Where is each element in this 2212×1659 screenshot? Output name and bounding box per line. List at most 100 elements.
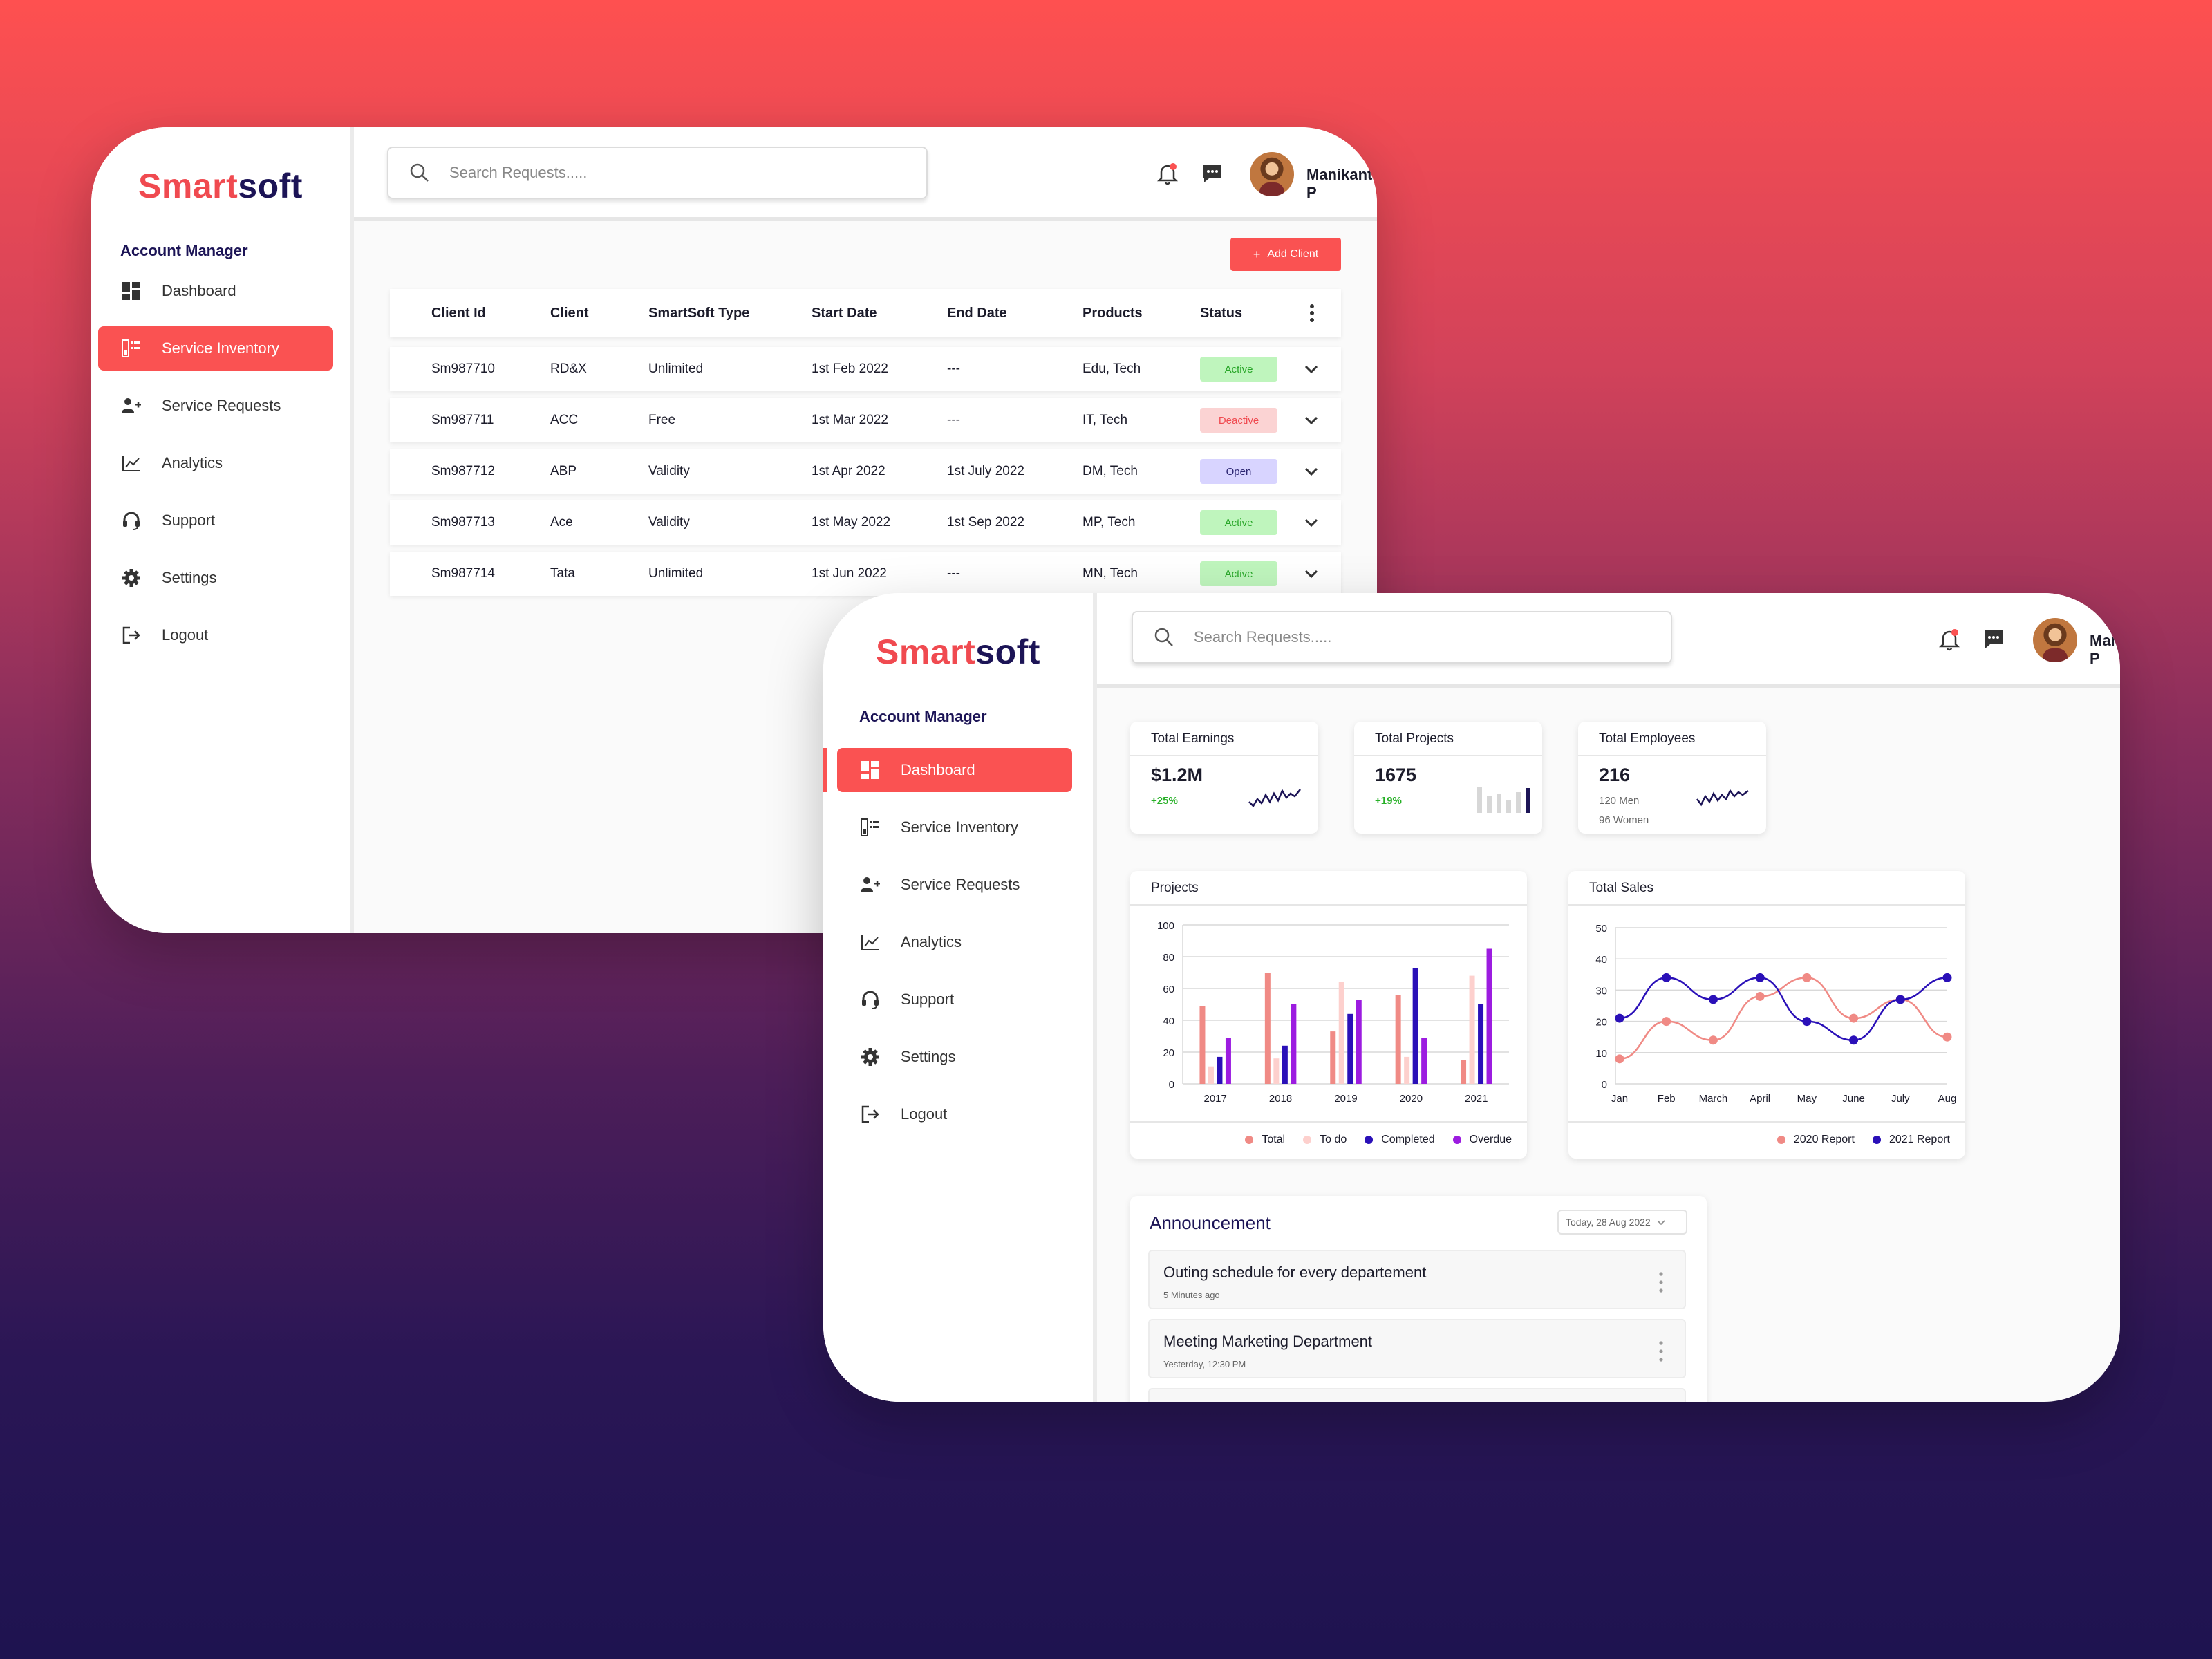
chevron-down-icon[interactable] <box>1302 347 1320 391</box>
table-row[interactable]: Sm987713 Ace Validity 1st May 2022 1st S… <box>390 500 1341 545</box>
column-header-client-id[interactable]: Client Id <box>431 305 486 321</box>
search-bar[interactable] <box>1132 611 1672 664</box>
card-divider <box>1130 1121 1527 1123</box>
column-header-end-date[interactable]: End Date <box>947 305 1007 321</box>
chat-icon[interactable] <box>1982 628 2005 651</box>
cell-client: RD&X <box>550 362 587 376</box>
cell-type: Validity <box>648 515 690 529</box>
column-header-client[interactable]: Client <box>550 305 589 321</box>
table-row[interactable]: Sm987714 Tata Unlimited 1st Jun 2022 ---… <box>390 552 1341 596</box>
bar-to-do <box>1469 975 1475 1084</box>
notification-bell-icon[interactable] <box>1938 628 1961 651</box>
date-filter-select[interactable]: Today, 28 Aug 2022 <box>1557 1210 1687 1235</box>
sidebar: Smartsoft Account Manager Dashboard Serv… <box>823 593 1097 1402</box>
brand-logo[interactable]: Smartsoft <box>91 166 350 206</box>
logo-part-smart: Smart <box>876 632 976 671</box>
sidebar-item-support[interactable]: Support <box>837 977 1072 1022</box>
table-row[interactable]: Sm987710 RD&X Unlimited 1st Feb 2022 ---… <box>390 347 1341 391</box>
more-options-icon[interactable] <box>1658 1340 1664 1363</box>
sidebar-item-dashboard[interactable]: Dashboard <box>98 269 333 313</box>
legend-item-completed[interactable]: Completed <box>1365 1134 1435 1146</box>
table-row[interactable]: Sm987711 ACC Free 1st Mar 2022 --- IT, T… <box>390 398 1341 442</box>
stat-change: +25% <box>1151 795 1178 807</box>
avatar[interactable] <box>1250 152 1294 196</box>
notification-bell-icon[interactable] <box>1156 162 1179 185</box>
stat-card-total-employees[interactable]: Total Employees 216 120 Men 96 Women <box>1578 722 1766 834</box>
announcement-item[interactable]: Outing schedule for every departement 5 … <box>1148 1250 1686 1309</box>
point-2020-report <box>1849 1013 1859 1023</box>
cell-start-date: 1st Mar 2022 <box>812 413 888 427</box>
cell-start-date: 1st Jun 2022 <box>812 566 887 581</box>
brand-logo[interactable]: Smartsoft <box>823 632 1093 672</box>
table-row[interactable]: Sm987712 ABP Validity 1st Apr 2022 1st J… <box>390 449 1341 494</box>
gear-icon <box>859 1046 881 1068</box>
sidebar-item-label: Support <box>162 512 216 529</box>
bar-total <box>1461 1060 1467 1084</box>
sidebar-item-analytics[interactable]: Analytics <box>98 441 333 485</box>
sidebar-item-logout[interactable]: Logout <box>98 613 333 657</box>
sidebar-item-service-inventory[interactable]: Service Inventory <box>98 326 333 371</box>
sidebar-item-analytics[interactable]: Analytics <box>837 920 1072 964</box>
user-name: Manikanta P <box>2090 632 2120 667</box>
chevron-down-icon[interactable] <box>1302 398 1320 442</box>
add-client-button[interactable]: + Add Client <box>1230 238 1341 271</box>
logo-part-soft: soft <box>975 632 1040 671</box>
announcement-item[interactable] <box>1148 1388 1686 1402</box>
avatar[interactable] <box>2033 618 2077 662</box>
stat-card-total-projects[interactable]: Total Projects 1675 +19% <box>1354 722 1542 834</box>
legend-item-2021-report[interactable]: 2021 Report <box>1872 1134 1950 1146</box>
stat-card-total-earnings[interactable]: Total Earnings $1.2M +25% <box>1130 722 1318 834</box>
status-badge: Deactive <box>1200 408 1277 433</box>
cell-end-date: 1st July 2022 <box>947 464 1024 478</box>
chevron-down-icon[interactable] <box>1302 552 1320 596</box>
sidebar-item-support[interactable]: Support <box>98 498 333 543</box>
announcement-item-title: Meeting Marketing Department <box>1163 1333 1373 1350</box>
search-input[interactable] <box>449 164 864 182</box>
y-tick-label: 0 <box>1169 1079 1174 1091</box>
chat-icon[interactable] <box>1201 162 1224 185</box>
column-header-type[interactable]: SmartSoft Type <box>648 305 750 321</box>
sidebar-item-label: Service Inventory <box>162 339 279 357</box>
sidebar-item-service-requests[interactable]: Service Requests <box>837 863 1072 907</box>
legend-item-to-do[interactable]: To do <box>1303 1134 1347 1146</box>
more-options-icon[interactable] <box>1658 1271 1664 1294</box>
point-2020-report <box>1802 973 1812 982</box>
y-tick-label: 40 <box>1595 954 1607 966</box>
legend-dot <box>1452 1136 1461 1144</box>
chevron-down-icon[interactable] <box>1302 449 1320 494</box>
sidebar-item-settings[interactable]: Settings <box>837 1035 1072 1079</box>
cell-end-date: 1st Sep 2022 <box>947 515 1024 529</box>
bar-completed <box>1217 1056 1223 1084</box>
sidebar-item-settings[interactable]: Settings <box>98 556 333 600</box>
search-bar[interactable] <box>387 147 928 199</box>
column-header-products[interactable]: Products <box>1082 305 1143 321</box>
headset-icon <box>120 509 142 532</box>
sidebar-item-service-requests[interactable]: Service Requests <box>98 384 333 428</box>
sidebar-item-logout[interactable]: Logout <box>837 1092 1072 1136</box>
cell-end-date: --- <box>947 566 960 581</box>
cell-client-id: Sm987713 <box>431 515 495 529</box>
sidebar-item-dashboard[interactable]: Dashboard <box>837 748 1072 792</box>
top-header: Manikanta P <box>354 127 1377 221</box>
stat-title: Total Projects <box>1375 731 1454 746</box>
chevron-down-icon[interactable] <box>1302 500 1320 545</box>
x-tick-label: 2021 <box>1465 1093 1488 1105</box>
legend-item-total[interactable]: Total <box>1245 1134 1285 1146</box>
cell-end-date: --- <box>947 413 960 427</box>
column-header-start-date[interactable]: Start Date <box>812 305 877 321</box>
legend-label: Overdue <box>1469 1134 1512 1145</box>
service-inventory-window: Smartsoft Account Manager Dashboard Serv… <box>91 127 1377 933</box>
legend-label: Completed <box>1381 1134 1435 1145</box>
sidebar-item-service-inventory[interactable]: Service Inventory <box>837 805 1072 850</box>
card-divider <box>1568 904 1965 906</box>
x-tick-label: 2017 <box>1204 1093 1227 1105</box>
legend-item-2020-report[interactable]: 2020 Report <box>1777 1134 1855 1146</box>
stat-change: +19% <box>1375 795 1402 807</box>
point-2021-report <box>1895 995 1905 1004</box>
legend-item-overdue[interactable]: Overdue <box>1452 1134 1512 1146</box>
column-header-status[interactable]: Status <box>1200 305 1243 321</box>
stat-value: 1675 <box>1375 765 1417 785</box>
more-options-icon[interactable] <box>1309 289 1315 337</box>
announcement-item[interactable]: Meeting Marketing Department Yesterday, … <box>1148 1319 1686 1378</box>
search-input[interactable] <box>1194 628 1609 646</box>
